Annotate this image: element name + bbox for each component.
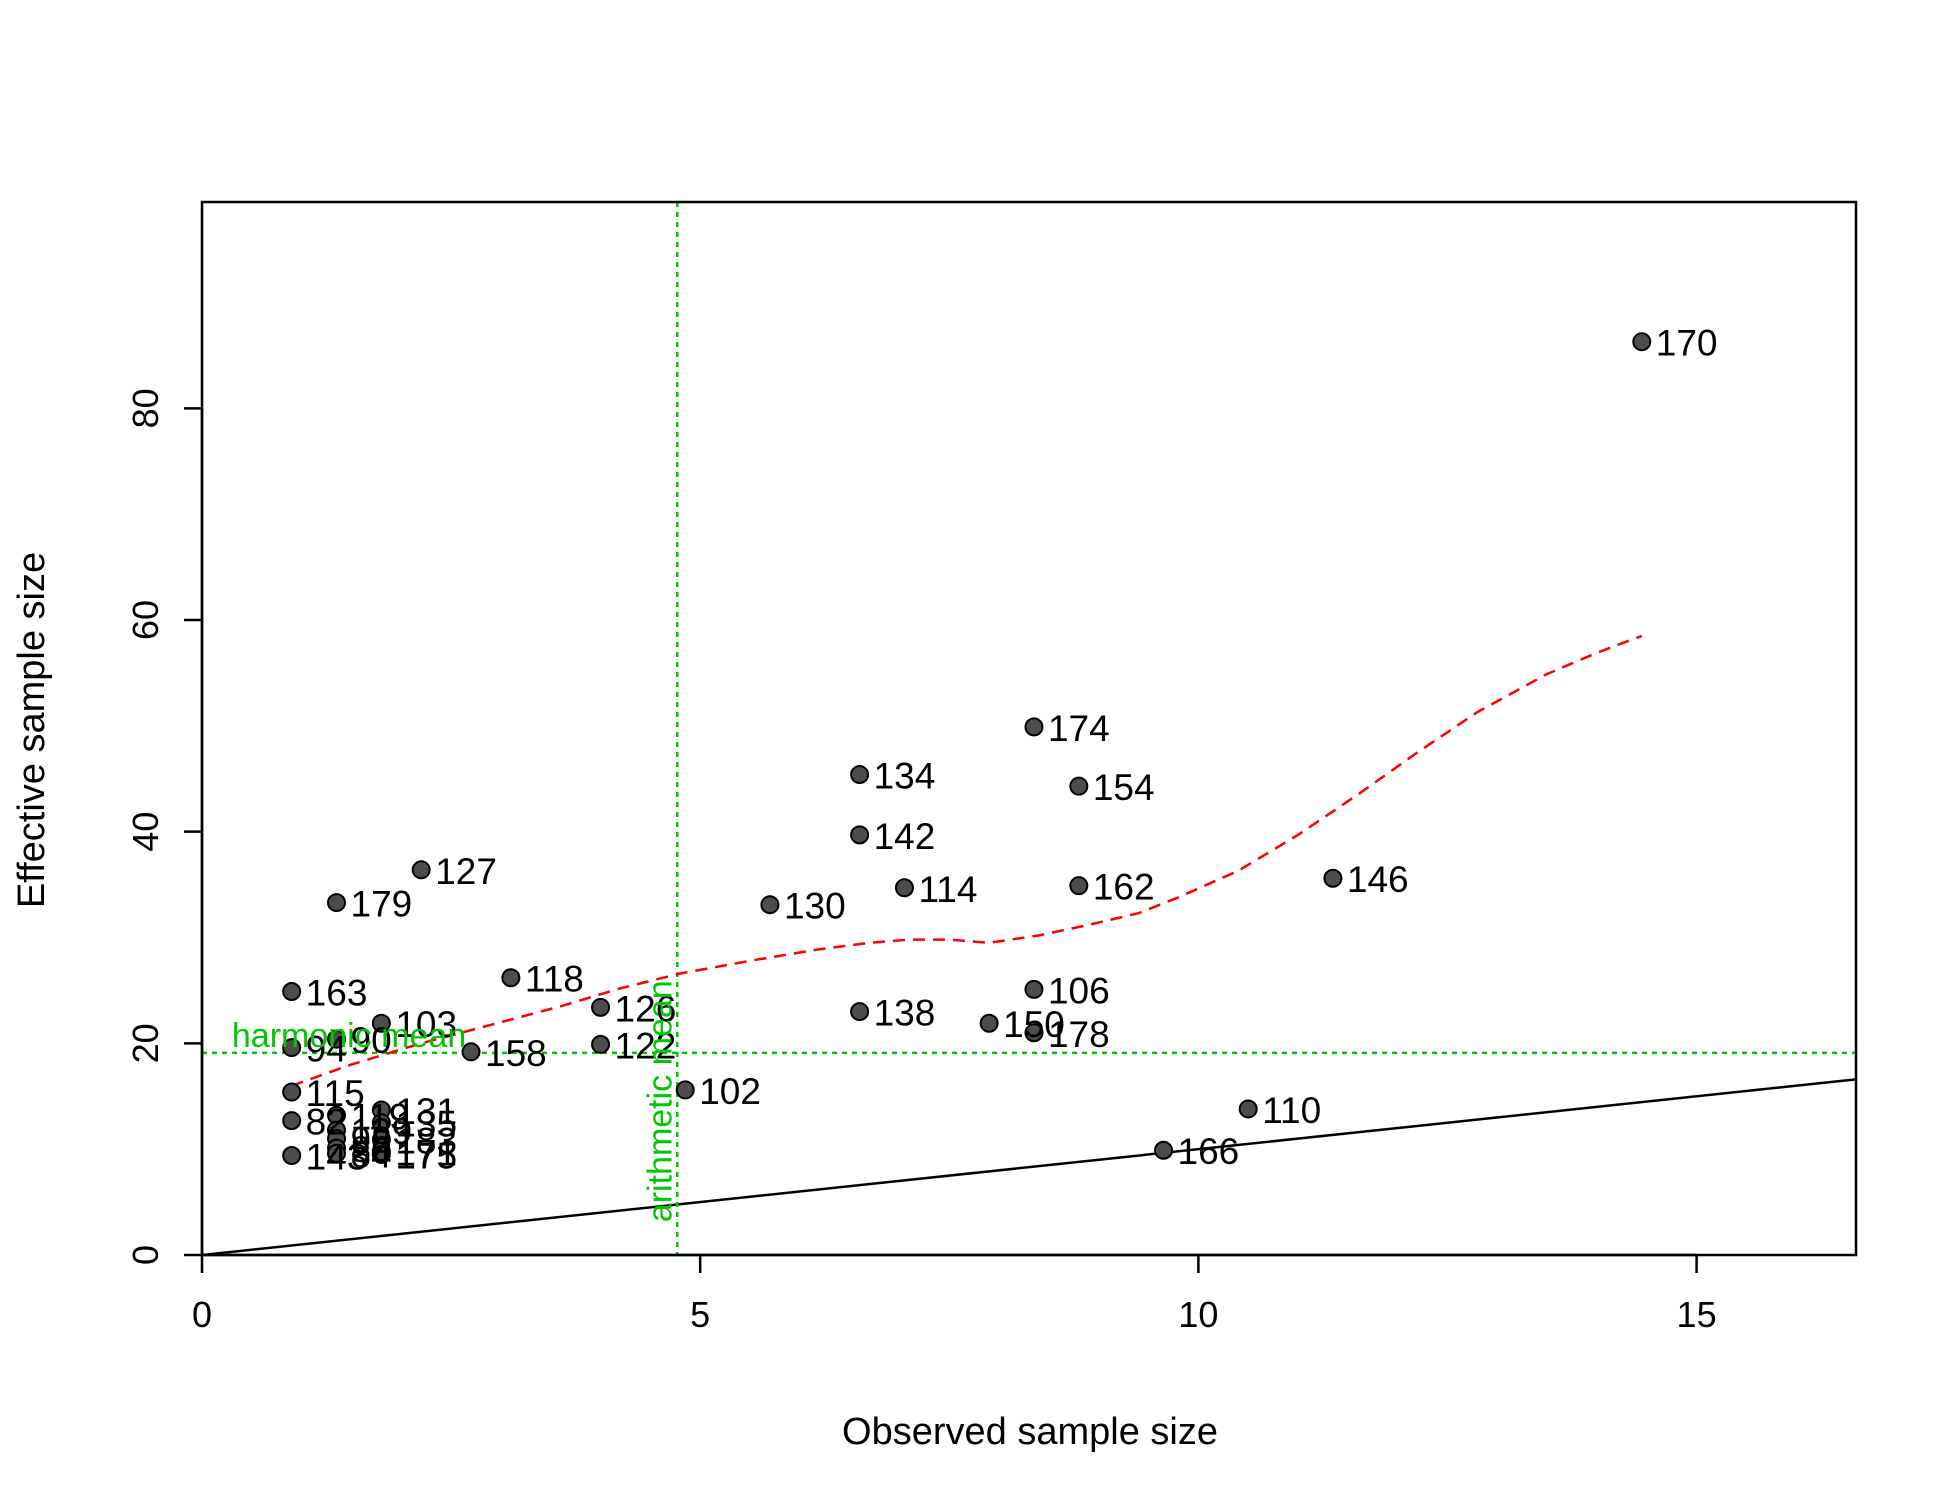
point-label-135: 135	[395, 1104, 457, 1145]
point-label-86: 86	[351, 1129, 392, 1170]
x-tick-label-15: 15	[1677, 1294, 1717, 1335]
point-label-130: 130	[784, 886, 846, 927]
reference-lines-layer	[202, 202, 1856, 1255]
point-label-106: 106	[1048, 970, 1110, 1011]
point-label-138: 138	[874, 993, 936, 1034]
point-label-114: 114	[918, 869, 977, 910]
data-point-166	[1154, 1140, 1174, 1160]
arithmetic-mean-label: arithmetic mean	[641, 980, 679, 1222]
data-point-114	[894, 878, 914, 898]
data-point-138	[850, 1002, 870, 1022]
point-label-150: 150	[1003, 1004, 1065, 1045]
smoother-curve	[291, 634, 1643, 1087]
point-label-131: 131	[395, 1091, 457, 1132]
data-point-130	[760, 895, 780, 915]
data-point-94	[282, 1038, 302, 1058]
point-label-126: 126	[615, 988, 677, 1029]
point-label-119: 119	[351, 1096, 410, 1137]
point-label-166: 166	[1178, 1131, 1240, 1172]
data-point-175	[371, 1144, 391, 1164]
point-label-103: 103	[395, 1004, 457, 1045]
data-point-178	[1024, 1023, 1044, 1043]
data-point-110	[1238, 1099, 1258, 1119]
harmonic-mean-label: harmonic mean	[232, 1017, 466, 1055]
x-axis-label: Observed sample size	[842, 1411, 1218, 1453]
y-tick-label-80: 80	[125, 388, 166, 428]
data-point-170	[1632, 332, 1652, 352]
data-point-103	[371, 1013, 391, 1033]
y-tick-label-40: 40	[125, 812, 166, 852]
x-tick-label-10: 10	[1178, 1294, 1218, 1335]
data-point-154	[1069, 776, 1089, 796]
y-tick-label-0: 0	[125, 1245, 166, 1265]
reference-labels-layer: arithmetic mean harmonic mean	[232, 980, 679, 1222]
point-label-179: 179	[351, 884, 413, 925]
point-label-142: 142	[874, 816, 936, 857]
point-label-84: 84	[351, 1134, 392, 1175]
point-label-178: 178	[1048, 1014, 1110, 1055]
y-tick-label-20: 20	[125, 1023, 166, 1063]
data-point-84	[327, 1143, 347, 1163]
point-label-183: 183	[395, 1121, 457, 1162]
points-layer	[282, 332, 1652, 1166]
data-point-179	[327, 893, 347, 913]
data-point-158	[461, 1042, 481, 1062]
data-point-106	[1024, 979, 1044, 999]
point-label-139: 139	[351, 1111, 413, 1152]
x-tick-label-5: 5	[690, 1294, 710, 1335]
data-point-146	[1323, 868, 1343, 888]
smoother-layer	[291, 634, 1643, 1087]
data-point-142	[850, 825, 870, 845]
point-label-110: 110	[1262, 1090, 1321, 1131]
point-label-134: 134	[874, 756, 936, 797]
point-label-174: 174	[1048, 708, 1110, 749]
y-axis-label: Effective sample size	[11, 552, 53, 908]
point-label-127: 127	[435, 851, 497, 892]
data-point-143	[282, 1146, 302, 1166]
point-label-171: 171	[395, 1132, 457, 1173]
point-label-102: 102	[699, 1071, 761, 1112]
data-point-90	[327, 1029, 347, 1049]
point-label-162: 162	[1093, 867, 1155, 908]
data-point-126	[591, 997, 611, 1017]
point-label-82: 82	[306, 1102, 347, 1143]
point-label-94: 94	[306, 1029, 347, 1070]
point-label-118: 118	[525, 959, 584, 1000]
x-tick-label-0: 0	[192, 1294, 212, 1335]
point-label-122: 122	[615, 1025, 677, 1066]
data-point-122	[591, 1034, 611, 1054]
data-point-150	[979, 1013, 999, 1033]
data-point-118	[501, 968, 521, 988]
data-point-163	[282, 981, 302, 1001]
data-point-115	[282, 1082, 302, 1102]
point-label-170: 170	[1656, 323, 1718, 364]
point-label-163: 163	[306, 972, 368, 1013]
data-point-82	[282, 1111, 302, 1131]
point-label-90: 90	[351, 1020, 392, 1061]
data-point-174	[1024, 717, 1044, 737]
data-point-134	[850, 765, 870, 785]
data-point-162	[1069, 876, 1089, 896]
point-label-146: 146	[1347, 859, 1409, 900]
data-point-102	[675, 1080, 695, 1100]
data-point-127	[411, 860, 431, 880]
point-label-158: 158	[485, 1033, 547, 1074]
point-label-115: 115	[306, 1073, 365, 1114]
point-label-154: 154	[1093, 767, 1155, 808]
point-label-98: 98	[351, 1120, 392, 1161]
point-label-143: 143	[306, 1137, 368, 1178]
point-label-175: 175	[395, 1135, 457, 1176]
y-tick-label-60: 60	[125, 600, 166, 640]
identity-line	[202, 1078, 1856, 1255]
